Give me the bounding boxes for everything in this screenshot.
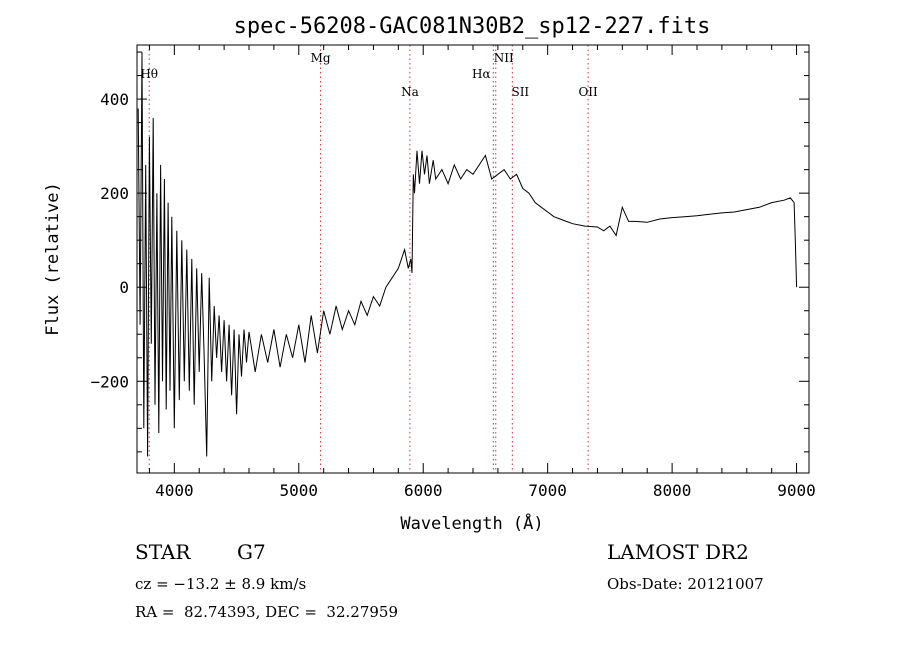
redshift-value: cz = −13.2 ± 8.9 km/s <box>135 575 307 593</box>
x-tick-label: 9000 <box>777 481 816 500</box>
spectral-line-label: Hθ <box>140 67 158 81</box>
x-tick-label: 8000 <box>653 481 692 500</box>
spectral-line-label: Hα <box>472 67 491 81</box>
x-tick-label: 5000 <box>280 481 319 500</box>
spectral-line-label: OII <box>578 85 598 99</box>
y-tick-label: 200 <box>100 184 129 203</box>
object-class: STAR <box>135 540 191 564</box>
spectral-line-label: NII <box>494 51 514 65</box>
y-tick-label: 400 <box>100 90 129 109</box>
x-tick-label: 4000 <box>155 481 194 500</box>
x-tick-label: 7000 <box>528 481 567 500</box>
spectral-line-label: Mg <box>311 51 331 65</box>
chart-title: spec-56208-GAC081N30B2_sp12-227.fits <box>234 14 711 39</box>
spectral-line-label: Na <box>401 85 419 99</box>
x-axis-label: Wavelength (Å) <box>400 512 543 534</box>
y-tick-label: −200 <box>90 372 129 391</box>
spectrum-series-line <box>137 52 798 457</box>
y-axis-label: Flux (relative) <box>43 182 63 336</box>
coordinates: RA = 82.74393, DEC = 32.27959 <box>135 603 399 621</box>
object-subclass: G7 <box>237 540 266 564</box>
axis-ticks: 4000 5000 6000 7000 8000 9000 −200 0 200 400 <box>90 45 816 500</box>
observation-date: Obs-Date: 20121007 <box>607 575 764 593</box>
plot-frame <box>136 44 810 474</box>
y-tick-label: 0 <box>119 278 129 297</box>
survey-name: LAMOST DR2 <box>607 540 749 564</box>
x-tick-label: 6000 <box>404 481 443 500</box>
spectral-line-label: SII <box>511 85 529 99</box>
